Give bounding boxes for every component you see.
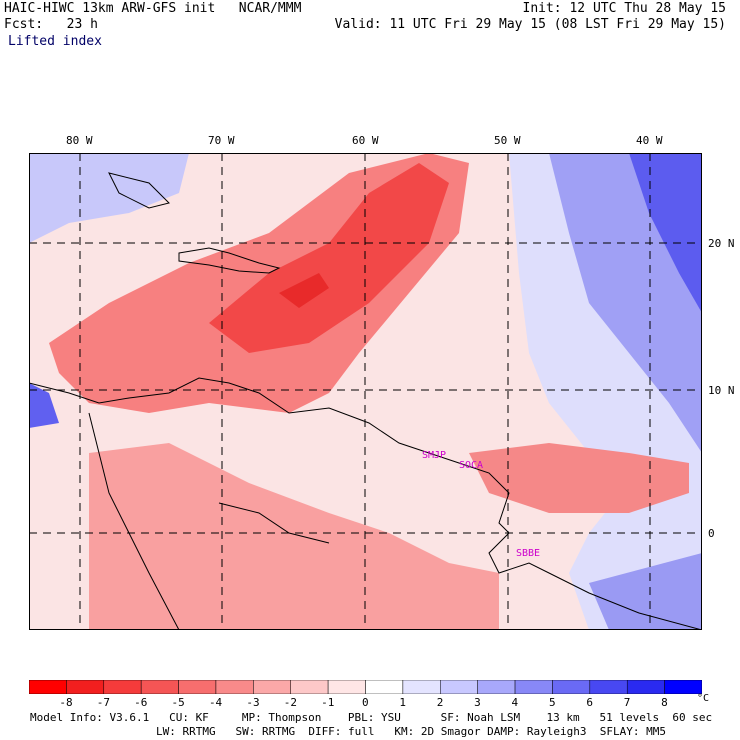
colorbar-tick-label: 0 xyxy=(362,696,369,709)
valid-time: Valid: 11 UTC Fri 29 May 15 (08 LST Fri … xyxy=(334,17,726,32)
colorbar-swatch xyxy=(253,680,291,694)
init-time: Init: 12 UTC Thu 28 May 15 xyxy=(522,1,727,16)
strong-positive-northeast xyxy=(629,153,702,313)
station-label-sbbe: SBBE xyxy=(516,548,540,559)
lon-label-50w: 50 W xyxy=(494,134,521,147)
lon-label-70w: 70 W xyxy=(208,134,235,147)
lon-label-40w: 40 W xyxy=(636,134,663,147)
colorbar-tick-label: -4 xyxy=(208,696,223,709)
station-label-smjp: SMJP xyxy=(422,450,446,461)
colorbar-tick-label: -1 xyxy=(321,696,335,709)
lat-label-10n: 10 N xyxy=(708,384,735,397)
colorbar-tick-label: 1 xyxy=(399,696,406,709)
positive-region-panama xyxy=(29,383,59,428)
map-border xyxy=(29,153,702,630)
lifted-index-map: SMJP SOCA SBBE xyxy=(29,153,702,630)
colorbar-tick-label: -5 xyxy=(171,696,185,709)
colorbar xyxy=(29,680,702,694)
colorbar-swatch xyxy=(477,680,516,694)
footer-physics-info: LW: RRTMG SW: RRTMG DIFF: full KM: 2D Sm… xyxy=(156,725,666,738)
colorbar-unit: °C xyxy=(697,693,710,704)
strong-negative-core xyxy=(209,163,449,353)
colorbar-swatch xyxy=(29,680,67,694)
station-label-soca: SOCA xyxy=(459,460,483,471)
model-title: HAIC-HIWC 13km ARW-GFS init NCAR/MMM xyxy=(4,1,302,16)
colorbar-swatch xyxy=(402,680,441,694)
negative-region-amazon xyxy=(89,443,499,630)
colorbar-tick-label: 5 xyxy=(548,696,556,709)
colorbar-swatch xyxy=(178,680,217,694)
colorbar-tick-label: 3 xyxy=(474,696,481,709)
colorbar-tick-label: -6 xyxy=(134,696,148,709)
colorbar-swatch xyxy=(589,680,628,694)
colorbar-tick-label: 7 xyxy=(623,696,631,709)
grid-lines xyxy=(29,153,702,630)
colorbar-swatch xyxy=(290,680,329,694)
colorbar-tick-label: 8 xyxy=(661,696,668,709)
colorbar-swatch xyxy=(365,680,404,694)
colorbar-swatch xyxy=(103,680,142,694)
colorbar-tick-label: -2 xyxy=(283,696,297,709)
colorbar-swatch xyxy=(66,680,105,694)
lon-label-80w: 80 W xyxy=(66,134,93,147)
colorbar-tick-label: -7 xyxy=(96,696,111,709)
colorbar-swatch xyxy=(140,680,179,694)
positive-region-southeast xyxy=(589,553,702,630)
footer-model-info: Model Info: V3.6.1 CU: KF MP: Thompson P… xyxy=(30,711,713,724)
colorbar-tick-label: -8 xyxy=(59,696,73,709)
colorbar-tick-label: 6 xyxy=(586,696,593,709)
colorbar-swatch xyxy=(215,680,254,694)
strongest-negative-core xyxy=(279,273,329,308)
colorbar-swatch xyxy=(552,680,591,694)
colorbar-tick-label: 2 xyxy=(436,696,444,709)
coastlines xyxy=(29,172,702,630)
colorbar-swatch xyxy=(327,680,366,694)
lat-label-20n: 20 N xyxy=(708,237,735,250)
positive-region-northwest xyxy=(29,153,189,243)
field-name: Lifted index xyxy=(8,34,102,49)
forecast-hour: Fcst: 23 h xyxy=(4,17,98,32)
colorbar-swatch xyxy=(514,680,553,694)
colorbar-swatch xyxy=(626,680,665,694)
colorbar-tick-label: 4 xyxy=(511,696,519,709)
colorbar-swatch xyxy=(440,680,478,694)
lat-label-0: 0 xyxy=(708,527,715,540)
colorbar-tick-label: -3 xyxy=(246,696,260,709)
colorbar-swatch xyxy=(664,680,702,694)
lon-label-60w: 60 W xyxy=(352,134,379,147)
negative-region-atlantic-itcz xyxy=(469,443,689,513)
